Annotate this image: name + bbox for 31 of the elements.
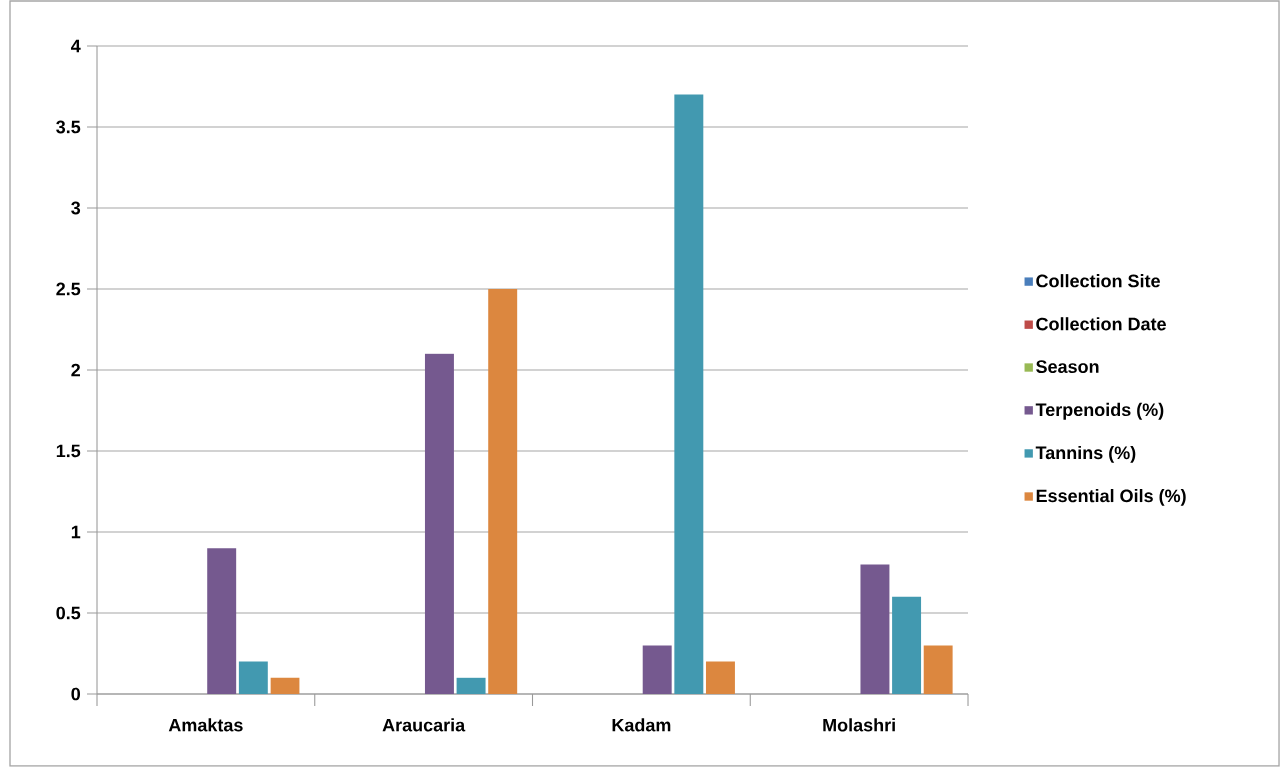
y-tick-label: 1.5 [56, 444, 81, 458]
bar [456, 677, 486, 694]
legend-label: Collection Site [1036, 274, 1160, 288]
x-tick-label: Kadam [612, 718, 671, 732]
bar [642, 645, 672, 694]
legend-label: Collection Date [1036, 317, 1166, 331]
bar [238, 661, 268, 694]
y-tick-label: 4 [70, 39, 81, 53]
x-tick-label: Amaktas [168, 718, 243, 732]
x-tick-label: Araucaria [382, 718, 466, 732]
bar [207, 548, 237, 694]
legend-label: Tannins (%) [1035, 445, 1136, 463]
y-tick-label: 1 [71, 525, 81, 539]
legend-label: Season [1036, 360, 1099, 373]
y-tick-label: 0 [71, 687, 81, 701]
y-tick-label: 2 [71, 363, 81, 377]
y-tick-label: 2.5 [56, 282, 81, 296]
bar [424, 353, 454, 694]
bar [488, 289, 518, 694]
bar [892, 596, 922, 694]
bar [674, 94, 704, 694]
legend-label: Terpenoids (%) [1035, 402, 1164, 420]
y-tick-label: 3.5 [56, 120, 81, 134]
x-tick-label: Molashri [823, 718, 895, 732]
bar [270, 677, 300, 694]
bar [860, 564, 890, 694]
y-tick-label: 0.5 [56, 606, 81, 620]
bar [923, 645, 953, 694]
bar [705, 661, 735, 694]
legend-label: Essential Oils (%) [1036, 489, 1186, 506]
y-tick-label: 3 [71, 201, 81, 215]
